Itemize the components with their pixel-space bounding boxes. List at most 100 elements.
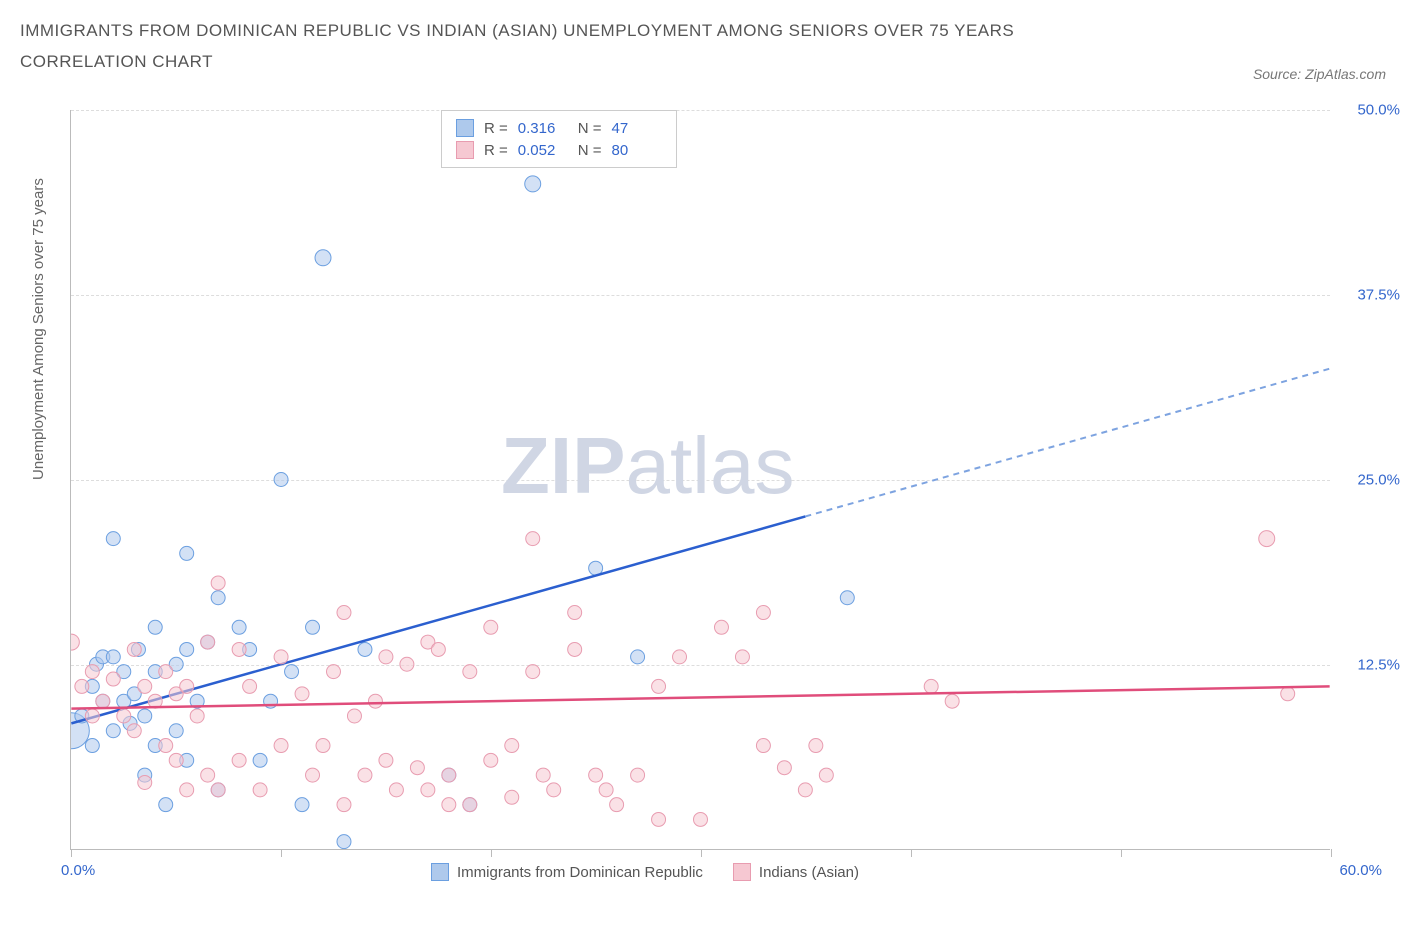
data-point-indian (180, 679, 194, 693)
data-point-dominican (337, 835, 351, 849)
data-point-dominican (306, 620, 320, 634)
data-point-indian (274, 650, 288, 664)
data-point-dominican (274, 473, 288, 487)
x-tick (491, 849, 492, 857)
data-point-indian (1281, 687, 1295, 701)
data-point-indian (526, 665, 540, 679)
data-point-dominican (106, 650, 120, 664)
data-point-indian (180, 783, 194, 797)
data-point-dominican (232, 620, 246, 634)
data-point-indian (547, 783, 561, 797)
data-point-indian (714, 620, 728, 634)
legend-swatch-indian-bottom (733, 863, 751, 881)
data-point-indian (1259, 531, 1275, 547)
data-point-indian (85, 709, 99, 723)
data-point-indian (589, 768, 603, 782)
x-tick (71, 849, 72, 857)
legend-N-indian: 80 (612, 142, 662, 159)
data-point-indian (389, 783, 403, 797)
data-point-indian (777, 761, 791, 775)
data-point-dominican (180, 642, 194, 656)
data-point-indian (599, 783, 613, 797)
data-point-indian (568, 642, 582, 656)
data-point-indian (337, 798, 351, 812)
data-point-indian (138, 679, 152, 693)
data-point-indian (306, 768, 320, 782)
data-point-indian (463, 665, 477, 679)
data-point-dominican (106, 724, 120, 738)
data-point-indian (610, 798, 624, 812)
data-point-indian (652, 679, 666, 693)
data-point-indian (400, 657, 414, 671)
data-point-indian (809, 739, 823, 753)
legend-series-bottom: Immigrants from Dominican Republic India… (431, 863, 859, 881)
x-tick (1121, 849, 1122, 857)
data-point-indian (169, 753, 183, 767)
data-point-indian (421, 783, 435, 797)
data-point-indian (536, 768, 550, 782)
data-point-indian (71, 634, 79, 650)
y-axis-title: Unemployment Among Seniors over 75 years (30, 178, 47, 480)
data-point-indian (673, 650, 687, 664)
data-point-dominican (138, 709, 152, 723)
data-point-indian (442, 768, 456, 782)
data-point-indian (75, 679, 89, 693)
chart-title: IMMIGRANTS FROM DOMINICAN REPUBLIC VS IN… (20, 16, 1120, 77)
x-tick (1331, 849, 1332, 857)
data-point-indian (201, 768, 215, 782)
data-point-dominican (211, 591, 225, 605)
data-point-indian (190, 709, 204, 723)
data-point-indian (410, 761, 424, 775)
data-point-dominican (169, 724, 183, 738)
data-point-dominican (85, 739, 99, 753)
data-point-indian (735, 650, 749, 664)
data-point-indian (253, 783, 267, 797)
data-point-indian (96, 694, 110, 708)
data-point-dominican (285, 665, 299, 679)
data-point-indian (85, 665, 99, 679)
data-point-indian (159, 739, 173, 753)
legend-item-indian: Indians (Asian) (733, 863, 859, 881)
data-point-dominican (295, 798, 309, 812)
data-point-dominican (840, 591, 854, 605)
legend-item-dominican: Immigrants from Dominican Republic (431, 863, 703, 881)
data-point-indian (316, 739, 330, 753)
data-point-indian (106, 672, 120, 686)
y-tick-label: 37.5% (1357, 287, 1400, 304)
legend-row-indian: R = 0.052 N = 80 (456, 139, 662, 161)
data-point-dominican (159, 798, 173, 812)
legend-row-dominican: R = 0.316 N = 47 (456, 117, 662, 139)
data-point-indian (358, 768, 372, 782)
legend-N-dominican: 47 (612, 120, 662, 137)
data-point-indian (347, 709, 361, 723)
data-point-indian (798, 783, 812, 797)
x-axis-max-label: 60.0% (1339, 862, 1382, 879)
data-point-indian (138, 775, 152, 789)
data-point-indian (211, 576, 225, 590)
data-point-indian (526, 532, 540, 546)
data-point-indian (568, 606, 582, 620)
data-point-dominican (631, 650, 645, 664)
data-point-dominican (180, 546, 194, 560)
data-point-indian (463, 798, 477, 812)
trendline-dashed-dominican (805, 369, 1329, 517)
x-tick (701, 849, 702, 857)
y-tick-label: 50.0% (1357, 102, 1400, 119)
data-point-indian (505, 739, 519, 753)
legend-correlation-box: R = 0.316 N = 47 R = 0.052 N = 80 (441, 110, 677, 168)
plot-area: ZIPatlas R = 0.316 N = 47 R = 0.052 N = … (70, 110, 1330, 850)
data-point-indian (232, 642, 246, 656)
data-point-dominican (315, 250, 331, 266)
data-point-indian (945, 694, 959, 708)
legend-R-dominican: 0.316 (518, 120, 568, 137)
y-tick-label: 25.0% (1357, 472, 1400, 489)
data-point-indian (159, 665, 173, 679)
data-point-indian (337, 606, 351, 620)
data-point-indian (631, 768, 645, 782)
data-point-dominican (358, 642, 372, 656)
data-point-indian (505, 790, 519, 804)
data-point-indian (756, 606, 770, 620)
legend-R-indian: 0.052 (518, 142, 568, 159)
data-point-indian (127, 724, 141, 738)
data-point-indian (274, 739, 288, 753)
